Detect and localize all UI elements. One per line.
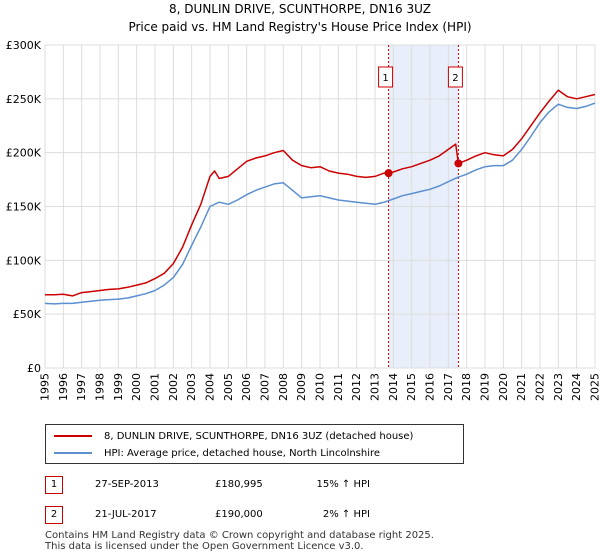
x-tick-label: 1999 xyxy=(112,373,125,401)
footer-line-licence: This data is licensed under the Open Gov… xyxy=(45,541,364,552)
price-chart: £0 £50K £100K £150K £200K £250K £300K 1995 1996 1… xyxy=(6,39,600,401)
x-tick-label: 2019 xyxy=(479,373,492,401)
table-row: 2 21-JUL-2017 £190,000 2% ↑ HPI xyxy=(45,506,425,526)
y-tick-label: £100K xyxy=(6,254,42,267)
property-series-line xyxy=(45,89,596,297)
sale-label-2: 2 xyxy=(452,73,458,84)
transaction-date: 21-JUL-2017 xyxy=(95,509,157,520)
x-tick-label: 2010 xyxy=(314,373,327,401)
sale-label-box-1 xyxy=(378,66,394,88)
sale-point-1 xyxy=(384,169,393,178)
transaction-price: £190,000 xyxy=(215,509,263,520)
x-tick-label: 2009 xyxy=(295,373,308,401)
x-tick-label: 2022 xyxy=(534,373,547,401)
footer-line-copyright: Contains HM Land Registry data © Crown c… xyxy=(45,530,434,541)
hpi-series-line xyxy=(44,102,596,305)
y-tick-label: £50K xyxy=(13,308,42,321)
x-tick-label: 2024 xyxy=(570,373,583,401)
legend-label-hpi: HPI: Average price, detached house, Nort… xyxy=(104,447,381,459)
x-tick-label: 1995 xyxy=(39,373,52,401)
x-tick-label: 2025 xyxy=(589,373,600,401)
x-tick-label: 2003 xyxy=(185,373,198,401)
x-tick-label: 2021 xyxy=(515,373,528,401)
transaction-number: 1 xyxy=(45,476,63,494)
transaction-price: £180,995 xyxy=(215,479,263,490)
x-tick-label: 2023 xyxy=(552,373,565,401)
x-tick-label: 2006 xyxy=(240,373,253,401)
legend-item-property: 8, DUNLIN DRIVE, SCUNTHORPE, DN16 3UZ (d… xyxy=(54,428,413,444)
transaction-hpi: 15% ↑ HPI xyxy=(316,479,370,490)
sale-point-2 xyxy=(454,159,463,168)
x-tick-label: 2018 xyxy=(460,373,473,401)
transaction-hpi: 2% ↑ HPI xyxy=(322,509,370,520)
y-tick-label: £250K xyxy=(6,93,42,106)
x-tick-label: 2005 xyxy=(222,373,235,401)
chart-title: 8, DUNLIN DRIVE, SCUNTHORPE, DN16 3UZ xyxy=(169,2,431,16)
x-tick-label: 2014 xyxy=(387,373,400,401)
transaction-number: 2 xyxy=(45,506,63,524)
chart-legend: 8, DUNLIN DRIVE, SCUNTHORPE, DN16 3UZ (d… xyxy=(45,424,464,464)
sale-label-box-2 xyxy=(447,66,463,88)
x-tick-label: 2020 xyxy=(497,373,510,401)
legend-swatch-property xyxy=(54,435,92,437)
x-tick-label: 2015 xyxy=(405,373,418,401)
x-tick-label: 2001 xyxy=(149,373,162,401)
x-tick-label: 2013 xyxy=(369,373,382,401)
chart-subtitle: Price paid vs. HM Land Registry's House … xyxy=(128,20,472,34)
x-tick-label: 2011 xyxy=(332,373,345,401)
x-tick-label: 2000 xyxy=(130,373,143,401)
table-row: 1 27-SEP-2013 £180,995 15% ↑ HPI xyxy=(45,476,425,496)
y-tick-label: £150K xyxy=(6,201,42,214)
x-tick-label: 2002 xyxy=(167,373,180,401)
chart-title-block: 8, DUNLIN DRIVE, SCUNTHORPE, DN16 3UZ Pr… xyxy=(0,0,600,36)
y-tick-label: £200K xyxy=(6,147,42,160)
x-tick-label: 2008 xyxy=(277,373,290,401)
x-tick-label: 2004 xyxy=(204,373,217,401)
y-tick-label: £300K xyxy=(6,39,42,52)
x-tick-label: 2017 xyxy=(442,373,455,401)
x-tick-label: 2016 xyxy=(424,373,437,401)
sale-label-1: 1 xyxy=(382,73,388,84)
footer-attribution: Contains HM Land Registry data © Crown c… xyxy=(45,530,434,552)
legend-swatch-hpi xyxy=(54,452,92,454)
x-tick-label: 1997 xyxy=(75,373,88,401)
legend-label-property: 8, DUNLIN DRIVE, SCUNTHORPE, DN16 3UZ (d… xyxy=(104,430,414,442)
y-tick-label: £0 xyxy=(27,362,41,375)
x-tick-label: 2012 xyxy=(350,373,363,401)
legend-item-hpi: HPI: Average price, detached house, Nort… xyxy=(54,445,380,461)
x-tick-label: 1996 xyxy=(57,373,70,401)
x-tick-label: 2007 xyxy=(259,373,272,401)
transaction-date: 27-SEP-2013 xyxy=(95,479,159,490)
x-tick-label: 1998 xyxy=(94,373,107,401)
